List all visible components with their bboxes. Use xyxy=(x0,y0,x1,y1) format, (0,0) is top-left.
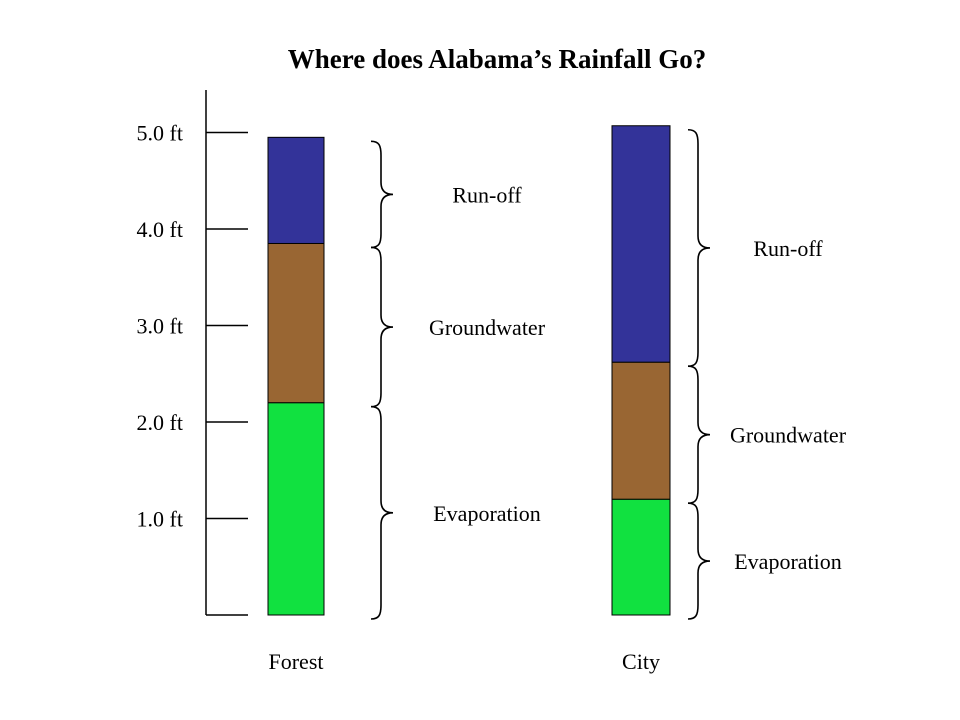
y-tick-label: 2.0 ft xyxy=(137,410,183,435)
bar-segment-groundwater xyxy=(267,242,325,404)
y-tick-label: 5.0 ft xyxy=(137,121,183,146)
bracket xyxy=(687,502,711,620)
bars xyxy=(267,125,671,616)
segment-label-run-off: Run-off xyxy=(452,182,522,207)
segment-label-evaporation: Evaporation xyxy=(433,501,541,526)
category-labels: Forest City xyxy=(269,649,660,674)
bracket xyxy=(370,140,394,249)
y-tick-label: 4.0 ft xyxy=(137,217,183,242)
bar-segment-groundwater xyxy=(611,361,671,500)
segment-label-evaporation: Evaporation xyxy=(734,549,842,574)
y-tick-label: 3.0 ft xyxy=(137,314,183,339)
y-tick-label: 1.0 ft xyxy=(137,507,183,532)
category-label: City xyxy=(622,649,660,674)
category-label: Forest xyxy=(269,649,324,674)
bracket xyxy=(687,128,711,367)
bar-segment-evaporation xyxy=(611,498,671,616)
brackets: Evaporation Groundwater Run-off Evaporation… xyxy=(370,128,847,620)
segment-label-run-off: Run-off xyxy=(753,236,823,261)
bracket xyxy=(370,405,394,620)
bar-segment-run-off xyxy=(267,136,325,244)
bracket xyxy=(687,365,711,504)
segment-label-groundwater: Groundwater xyxy=(429,315,546,340)
chart-title: Where does Alabama’s Rainfall Go? xyxy=(288,44,707,74)
bar-segment-evaporation xyxy=(267,402,325,616)
segment-label-groundwater: Groundwater xyxy=(730,423,847,448)
bracket xyxy=(370,246,394,408)
y-axis: 1.0 ft 2.0 ft 3.0 ft 4.0 ft 5.0 ft xyxy=(137,90,248,616)
bar-segment-run-off xyxy=(611,125,671,363)
